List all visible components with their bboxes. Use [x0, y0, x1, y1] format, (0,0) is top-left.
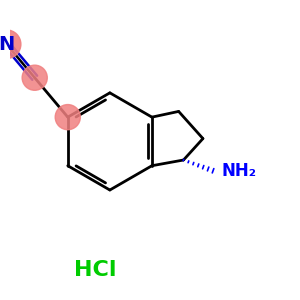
Text: N: N: [0, 35, 15, 54]
Text: NH₂: NH₂: [222, 162, 256, 180]
Circle shape: [55, 105, 80, 130]
Circle shape: [22, 65, 47, 90]
Text: HCl: HCl: [74, 260, 117, 280]
Circle shape: [0, 30, 21, 58]
